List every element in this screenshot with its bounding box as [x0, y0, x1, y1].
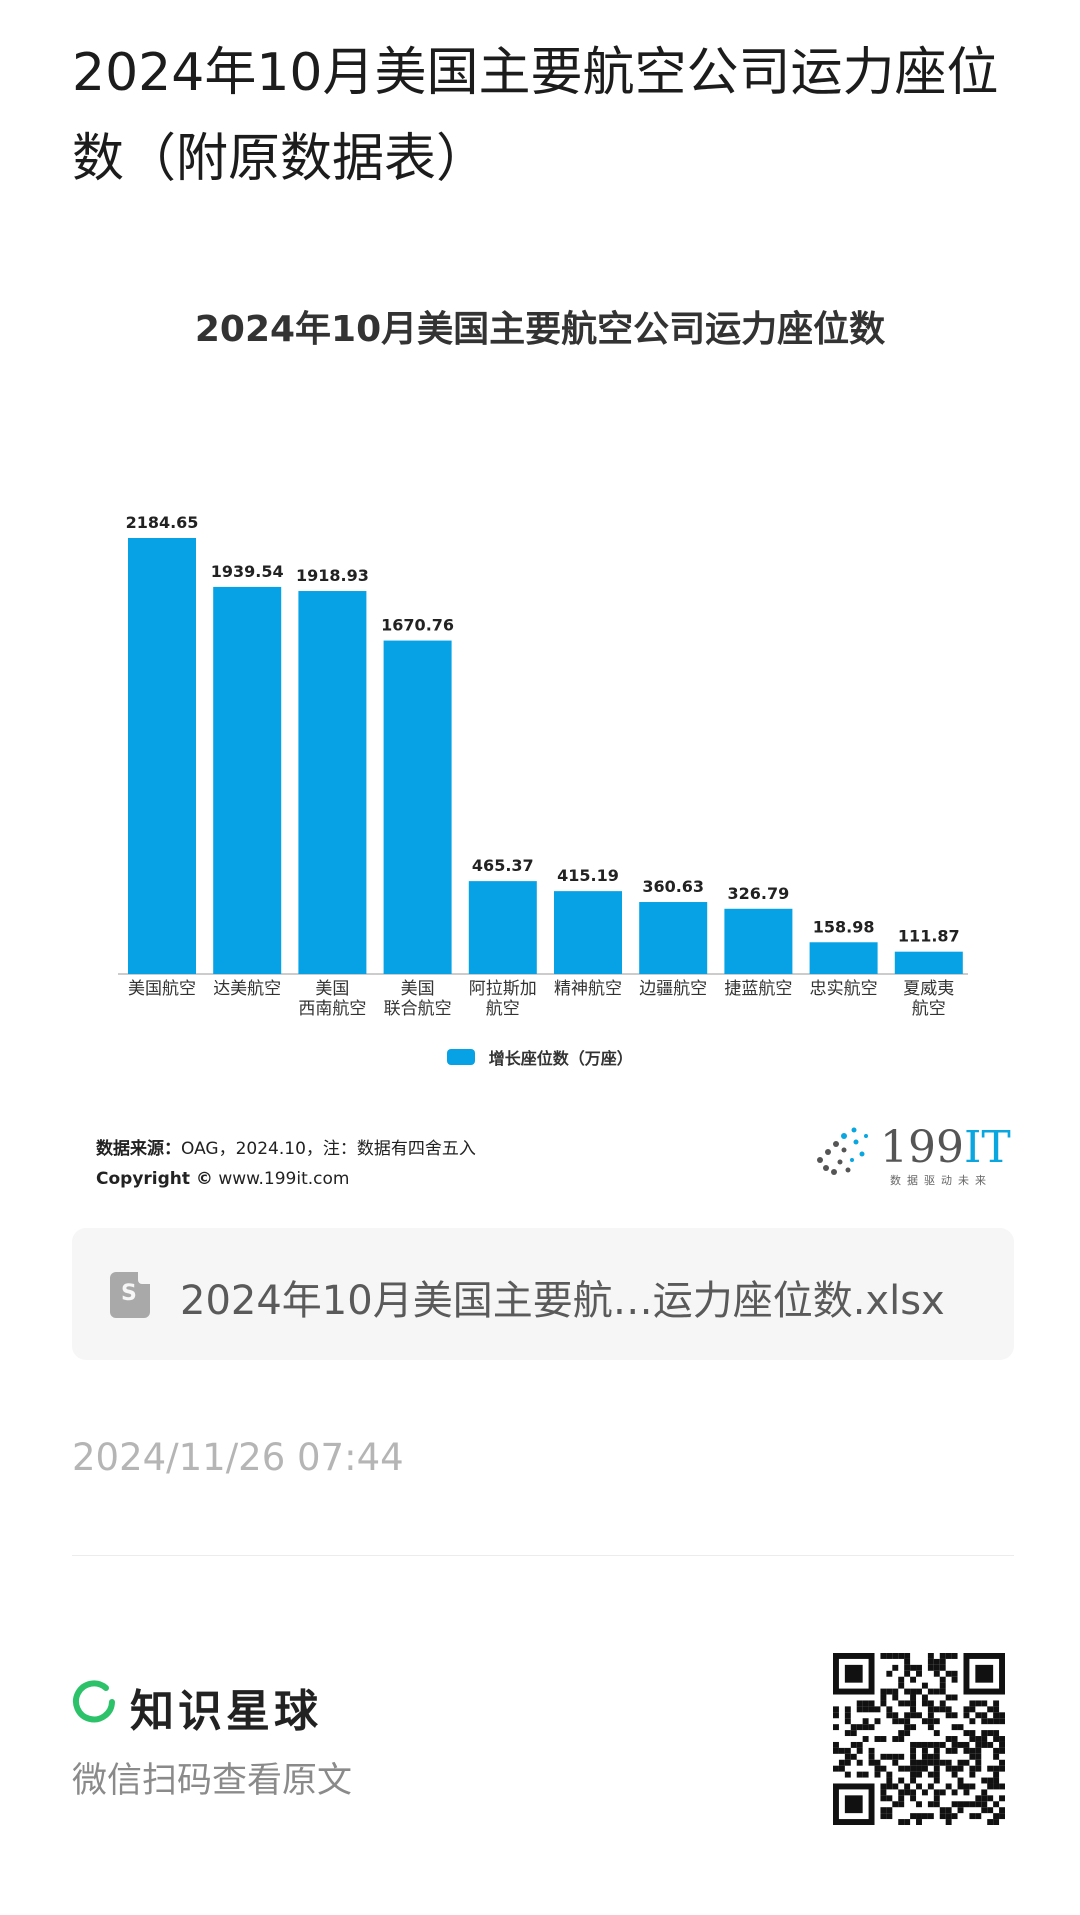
source-text: OAG，2024.10，注：数据有四舍五入 — [181, 1139, 476, 1159]
chart-title: 2024年10月美国主要航空公司运力座位数 — [194, 309, 886, 350]
copyright-label: Copyright © — [96, 1169, 213, 1189]
bar — [468, 881, 537, 974]
bar — [809, 942, 878, 974]
qr-code-icon[interactable] — [833, 1653, 1005, 1825]
bar-value-label: 465.37 — [472, 856, 534, 875]
bar-value-label: 1670.76 — [381, 616, 454, 635]
logo-tagline: 数据驱动未来 — [890, 1174, 992, 1187]
bar-value-label: 2184.65 — [126, 513, 199, 532]
category-label: 西南航空 — [298, 999, 366, 1019]
bar-value-label: 326.79 — [728, 884, 790, 903]
category-label: 捷蓝航空 — [724, 979, 792, 999]
category-label: 忠实航空 — [810, 979, 878, 999]
category-label: 美国 — [315, 979, 349, 999]
bar — [639, 902, 708, 974]
bar — [383, 640, 452, 974]
category-label: 航空 — [912, 999, 946, 1019]
bar-value-label: 111.87 — [898, 927, 960, 946]
chart-legend: 增长座位数（万座） — [0, 1045, 1080, 1069]
divider — [72, 1555, 1014, 1556]
bar — [724, 908, 793, 974]
bar-value-label: 415.19 — [557, 866, 619, 885]
logo-dots-icon — [817, 1127, 868, 1175]
copyright-url: www.199it.com — [218, 1169, 350, 1189]
bar — [298, 591, 367, 974]
legend-swatch — [447, 1049, 476, 1065]
bar-value-label: 1918.93 — [296, 566, 369, 585]
source-label: 数据来源： — [96, 1139, 181, 1159]
page-title: 2024年10月美国主要航空公司运力座位数（附原数据表） — [72, 43, 999, 189]
bar — [554, 891, 622, 974]
bar — [213, 586, 282, 974]
source-note: 数据来源：OAG，2024.10，注：数据有四舍五入 Copyright © w… — [96, 1134, 476, 1194]
legend-label: 增长座位数（万座） — [488, 1049, 633, 1068]
category-label: 联合航空 — [384, 999, 452, 1019]
bar-chart: 2184.65美国航空1939.54达美航空1918.93美国西南航空1670.… — [118, 513, 968, 1019]
post-timestamp: 2024/11/26 07:44 — [72, 1436, 404, 1479]
bar-value-label: 158.98 — [813, 917, 875, 936]
category-label: 边疆航空 — [639, 979, 707, 999]
attachment-name: 2024年10月美国主要航…运力座位数.xlsx — [180, 1278, 945, 1324]
bar-value-label: 1939.54 — [211, 562, 284, 581]
logo-text: 199IT — [880, 1122, 1011, 1173]
category-label: 达美航空 — [213, 979, 281, 999]
zsxq-logo-icon — [73, 1680, 115, 1723]
category-label: 美国 — [401, 979, 435, 999]
category-label: 精神航空 — [554, 979, 622, 999]
category-label: 航空 — [486, 999, 520, 1019]
spreadsheet-icon: S — [110, 1272, 150, 1318]
attachment-card[interactable]: S 2024年10月美国主要航…运力座位数.xlsx — [72, 1228, 1014, 1360]
bar-value-label: 360.63 — [642, 877, 704, 896]
category-label: 阿拉斯加 — [469, 979, 537, 999]
brand-name: 知识星球 — [130, 1686, 322, 1737]
199it-logo: 199IT 数据驱动未来 — [810, 1120, 1011, 1190]
scan-hint: 微信扫码查看原文 — [72, 1761, 353, 1801]
category-label: 夏威夷 — [903, 979, 954, 999]
bar — [128, 538, 196, 974]
category-label: 美国航空 — [128, 979, 196, 999]
bar — [894, 951, 963, 974]
